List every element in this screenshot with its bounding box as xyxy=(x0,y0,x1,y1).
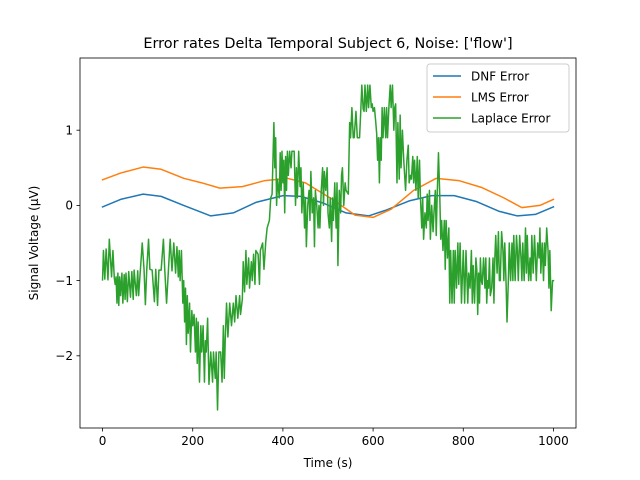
legend-label-2: Laplace Error xyxy=(471,111,550,125)
x-axis-label: Time (s) xyxy=(303,456,353,470)
y-tick-label-0: −2 xyxy=(55,349,73,363)
plot-frame xyxy=(79,57,577,429)
y-tick-label-1: −1 xyxy=(55,274,73,288)
x-tick-label-2: 400 xyxy=(271,434,294,448)
x-axis-ticks: 0 200 400 600 800 1000 xyxy=(99,428,569,448)
legend: DNF Error LMS Error Laplace Error xyxy=(426,63,570,133)
legend-label-0: DNF Error xyxy=(471,69,529,83)
legend-box xyxy=(426,63,570,133)
x-tick-label-5: 1000 xyxy=(538,434,569,448)
y-tick-label-3: 1 xyxy=(65,123,73,137)
y-axis-label: Signal Voltage (μV) xyxy=(27,186,41,301)
x-tick-label-3: 600 xyxy=(362,434,385,448)
y-tick-label-2: 0 xyxy=(65,199,73,213)
x-tick-label-1: 200 xyxy=(181,434,204,448)
x-tick-label-0: 0 xyxy=(99,434,107,448)
legend-label-1: LMS Error xyxy=(471,90,529,104)
series-line-2 xyxy=(101,84,555,411)
x-tick-label-4: 800 xyxy=(452,434,475,448)
series-layer xyxy=(101,84,555,411)
chart-title: Error rates Delta Temporal Subject 6, No… xyxy=(143,36,512,52)
y-axis-ticks: −2 −1 0 1 xyxy=(55,123,80,363)
series-line-0 xyxy=(101,193,555,217)
